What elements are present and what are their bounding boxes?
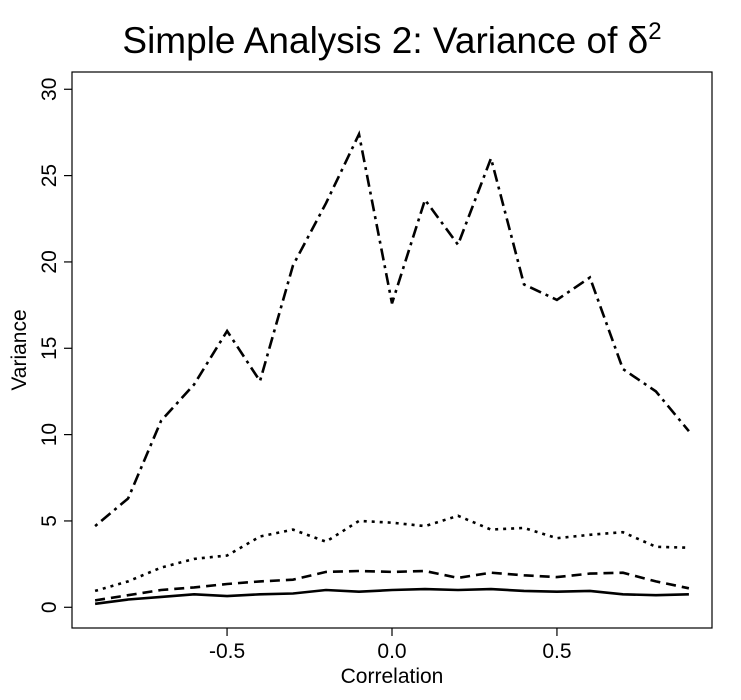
y-tick-label: 10 xyxy=(38,423,61,446)
y-axis-label: Variance xyxy=(8,309,31,390)
series-line-dashed xyxy=(94,569,690,602)
axes: -0.5 0.0 0.5 0 5 10 15 20 25 30 xyxy=(38,78,572,663)
plot-frame xyxy=(71,71,713,629)
y-tick-label: 15 xyxy=(38,337,61,360)
x-tick-label: 0.0 xyxy=(377,640,406,663)
chart-title-text: Simple Analysis 2: Variance of δ xyxy=(122,20,648,61)
series-line-solid xyxy=(94,587,689,606)
series-line-dot-dash xyxy=(94,130,690,528)
series-layer xyxy=(94,130,690,606)
y-tick-label: 25 xyxy=(38,164,61,187)
x-axis-label: Correlation xyxy=(341,665,444,688)
series-line-dotted xyxy=(94,514,689,593)
y-tick-label: 5 xyxy=(38,515,61,527)
chart-title: Simple Analysis 2: Variance of δ2 xyxy=(122,18,661,61)
y-tick-label: 30 xyxy=(38,78,61,101)
x-tick-label: -0.5 xyxy=(209,640,245,663)
x-tick-label: 0.5 xyxy=(542,640,571,663)
y-tick-label: 20 xyxy=(38,250,61,273)
y-tick-label: 0 xyxy=(38,601,61,613)
chart-title-superscript: 2 xyxy=(648,18,661,45)
